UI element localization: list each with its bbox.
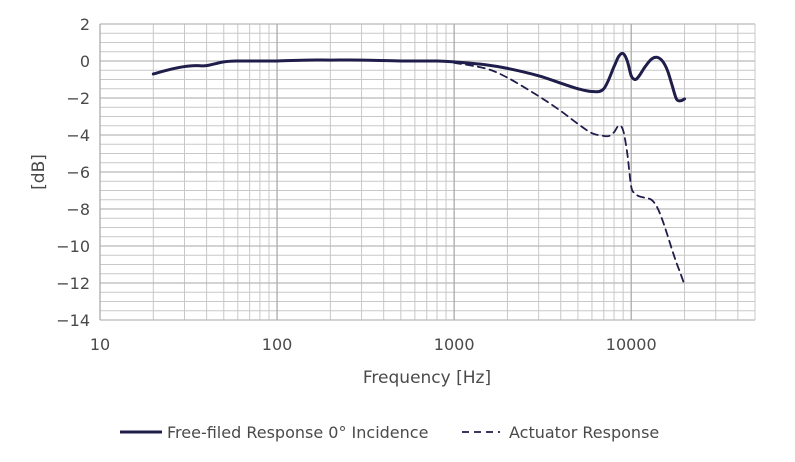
y-tick-label: 2: [80, 15, 90, 34]
legend-label-0: Free-filed Response 0° Incidence: [167, 423, 428, 442]
y-tick-label: −4: [66, 126, 90, 145]
y-tick-labels: 2 0 −2 −4 −6 −8 −10 −12 −14: [56, 15, 90, 330]
data-series: [151, 51, 687, 286]
y-tick-label: −12: [56, 274, 90, 293]
x-tick-label: 10: [90, 335, 110, 354]
x-tick-label: 1000: [434, 335, 475, 354]
minor-gridlines: [100, 24, 756, 320]
major-gridlines: [99, 23, 756, 321]
y-tick-label: −10: [56, 237, 90, 256]
y-axis-title: [dB]: [29, 154, 49, 190]
y-tick-label: 0: [80, 52, 90, 71]
series-line-free-field-response: [151, 51, 687, 103]
y-tick-label: −14: [56, 311, 90, 330]
y-tick-label: −6: [66, 163, 90, 182]
legend-label-1: Actuator Response: [509, 423, 659, 442]
x-tick-label: 100: [262, 335, 293, 354]
y-tick-label: −8: [66, 200, 90, 219]
legend: Free-filed Response 0° Incidence Actuato…: [120, 423, 659, 442]
x-tick-labels: 10 100 1000 10000: [90, 335, 657, 354]
y-tick-label: −2: [66, 89, 90, 108]
series-line-actuator-response: [453, 61, 686, 286]
x-tick-label: 10000: [606, 335, 657, 354]
x-axis-title: Frequency [Hz]: [363, 368, 491, 388]
